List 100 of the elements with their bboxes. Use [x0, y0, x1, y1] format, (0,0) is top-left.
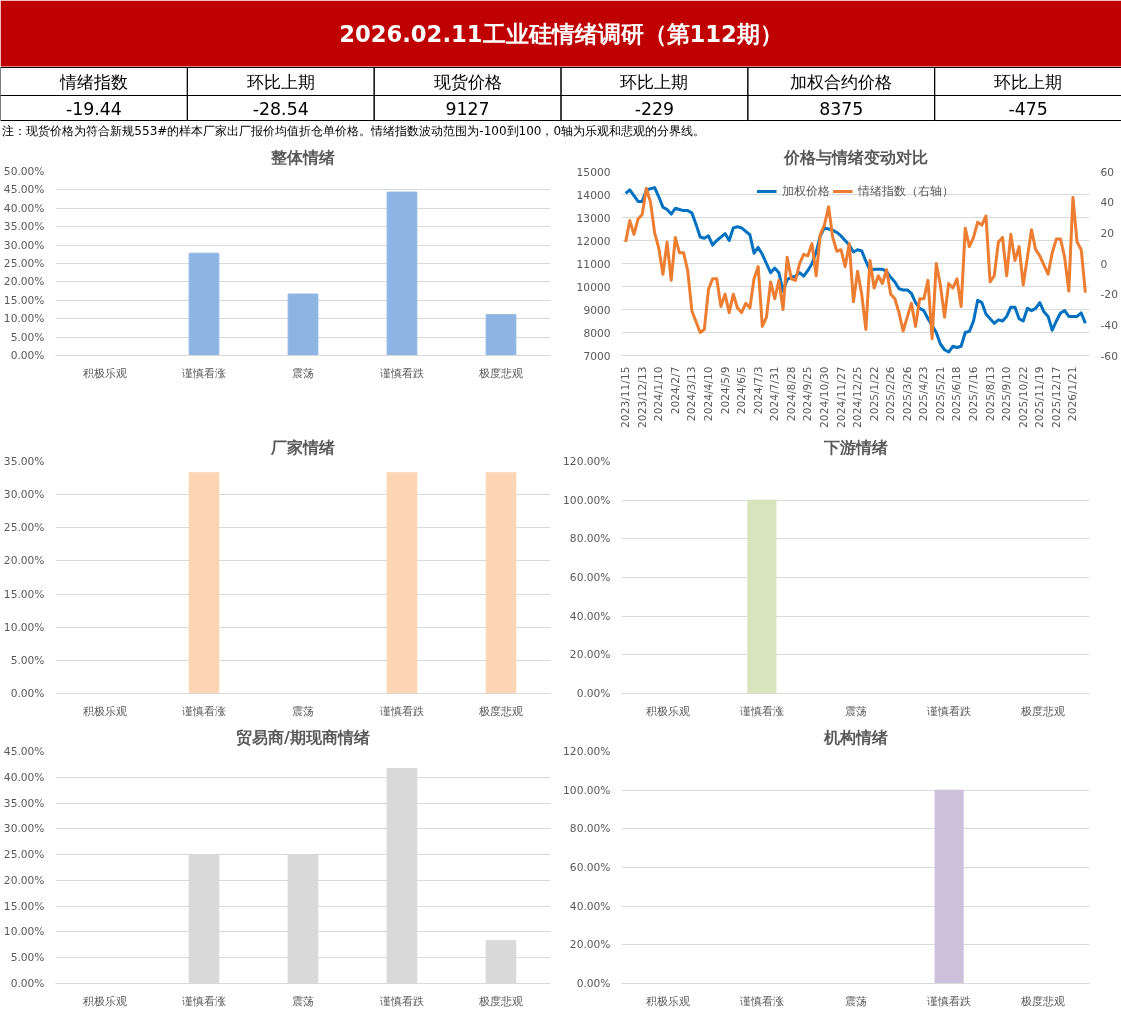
x-tick-label: 谨慎看涨 [182, 366, 226, 380]
category-label: 现货价格 [433, 71, 502, 92]
y-tick-label: 60.00% [569, 571, 611, 584]
y2-tick-label: -40 [1100, 318, 1119, 332]
y-tick-label: 10.00% [3, 925, 45, 939]
y2-tick-label: -20 [1100, 288, 1119, 302]
y-tick-label: 9000 [583, 303, 611, 317]
y-tick-label: 35.00% [3, 455, 45, 468]
x-tick-label: 2025/1/22 [867, 366, 881, 422]
y-tick-label: 45.00% [3, 183, 45, 197]
x-tick-label: 谨慎看跌 [927, 994, 972, 1008]
x-tick-label: 2024/6/5 [735, 366, 749, 415]
y-tick-label: 0.00% [10, 349, 45, 362]
x-tick-label: 2024/10/30 [817, 366, 831, 428]
x-tick-label: 2026/1/21 [1066, 366, 1080, 422]
x-tick-label: 谨慎看跌 [380, 994, 424, 1008]
x-tick-label: 谨慎看涨 [739, 704, 784, 718]
data-label: -229 [634, 98, 675, 119]
chart-title: 机构情绪 [822, 727, 888, 747]
chart-title: 价格与情绪变动对比 [782, 147, 928, 167]
y-tick-label: 10.00% [3, 312, 45, 326]
y-tick-label: 25.00% [3, 521, 45, 535]
y2-tick-label: -60 [1100, 349, 1119, 363]
y2-tick-label: 0 [1100, 257, 1108, 271]
x-tick-label: 2024/5/9 [718, 366, 732, 415]
x-tick-label: 2024/1/10 [652, 366, 666, 422]
x-tick-label: 2024/11/27 [834, 366, 848, 428]
data-label: 8375 [819, 98, 864, 119]
y-tick-label: 120.00% [563, 745, 611, 758]
y-tick-label: 0.00% [10, 687, 45, 700]
data-label: 9127 [445, 98, 490, 119]
y-tick-label: 50.00% [3, 165, 45, 178]
y-tick-label: 35.00% [3, 220, 45, 234]
x-tick-label: 2023/12/13 [635, 366, 649, 428]
y-tick-label: 13000 [576, 211, 611, 225]
y-tick-label: 10000 [576, 280, 611, 294]
data-label: -19.44 [65, 98, 122, 119]
y-tick-label: 14000 [576, 188, 611, 202]
x-tick-label: 谨慎看涨 [182, 704, 226, 718]
x-tick-label: 2025/11/19 [1033, 366, 1047, 428]
x-tick-label: 2025/7/16 [967, 366, 981, 422]
x-tick-label: 谨慎看涨 [182, 994, 226, 1008]
y-tick-label: 15.00% [3, 899, 45, 913]
x-tick-label: 震荡 [292, 366, 314, 380]
y-tick-label: 30.00% [3, 822, 45, 836]
legend-label: 加权价格 [781, 182, 830, 200]
y-tick-label: 25.00% [3, 257, 45, 270]
x-tick-label: 谨慎看跌 [927, 704, 972, 718]
x-tick-label: 2025/3/26 [900, 366, 914, 422]
y2-tick-label: 20 [1100, 226, 1115, 240]
chart-title: 厂家情绪 [270, 437, 335, 457]
y-tick-label: 80.00% [569, 822, 611, 836]
y-tick-label: 5.00% [10, 653, 45, 667]
y-tick-label: 80.00% [569, 532, 611, 546]
data-label: -28.54 [252, 98, 309, 119]
text: 注：现货价格为符合新规553#的样本厂家出厂报价均值折仓单价格。情绪指数波动范围为-100到100，0轴为乐观和悲观的分界线。 [2, 123, 706, 138]
y-tick-label: 30.00% [3, 238, 45, 252]
x-tick-label: 极度悲观 [478, 366, 523, 380]
y-tick-label: 60.00% [569, 861, 611, 874]
x-tick-label: 震荡 [292, 994, 314, 1008]
y-tick-label: 120.00% [563, 455, 611, 468]
y-tick-label: 15.00% [3, 587, 45, 601]
x-tick-label: 积极乐观 [83, 366, 127, 380]
x-tick-label: 2025/5/21 [933, 366, 947, 422]
x-tick-label: 2024/12/25 [851, 366, 865, 428]
x-tick-label: 极度悲观 [1019, 994, 1065, 1008]
category-label: 环比上期 [994, 71, 1063, 92]
y-tick-label: 40.00% [3, 770, 45, 784]
x-tick-label: 震荡 [292, 704, 314, 718]
x-tick-label: 2024/7/3 [751, 366, 765, 415]
y-tick-label: 7000 [583, 349, 611, 363]
y-tick-label: 0.00% [10, 977, 45, 990]
x-tick-label: 积极乐观 [646, 994, 691, 1008]
x-tick-label: 震荡 [844, 994, 867, 1008]
x-tick-label: 谨慎看跌 [380, 366, 424, 380]
x-tick-label: 极度悲观 [1019, 704, 1065, 718]
x-tick-label: 2024/2/7 [668, 366, 682, 415]
x-tick-label: 积极乐观 [83, 704, 127, 718]
y-tick-label: 5.00% [10, 951, 45, 965]
x-tick-label: 积极乐观 [83, 994, 127, 1008]
x-tick-label: 2024/9/25 [801, 366, 815, 422]
category-label: 加权合约价格 [790, 71, 893, 92]
x-tick-label: 极度悲观 [478, 704, 523, 718]
x-tick-label: 2025/12/17 [1049, 366, 1063, 428]
category-label: 环比上期 [620, 71, 689, 92]
x-tick-label: 谨慎看跌 [380, 704, 424, 718]
y-tick-label: 0.00% [576, 977, 611, 990]
chart-title: 整体情绪 [270, 147, 335, 167]
x-tick-label: 谨慎看涨 [739, 994, 784, 1008]
y-tick-label: 12000 [576, 234, 611, 248]
chart-title: 下游情绪 [822, 437, 888, 457]
x-tick-label: 2024/8/28 [784, 366, 798, 422]
y-tick-label: 40.00% [569, 899, 611, 913]
y-tick-label: 20.00% [3, 873, 45, 887]
legend-label: 情绪指数（右轴） [857, 182, 954, 200]
y-tick-label: 20.00% [3, 554, 45, 568]
x-tick-label: 2025/2/26 [884, 366, 898, 422]
chart-title: 贸易商/期现商情绪 [236, 727, 370, 747]
category-label: 情绪指数 [58, 71, 128, 92]
y-tick-label: 10.00% [3, 620, 45, 634]
